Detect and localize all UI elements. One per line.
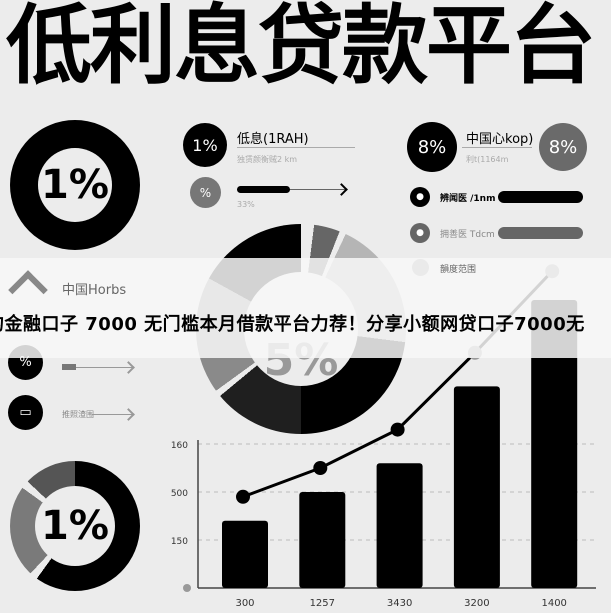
- line-point: [390, 422, 405, 437]
- y-tick-zero-dot: [183, 584, 191, 592]
- donut-chart-bottom-left: 1%: [10, 461, 140, 591]
- banner-text: 的金融口子 7000 无门槛本月借款平台力荐！分享小额网贷口子7000无: [0, 314, 585, 335]
- x-tick-label: 1257: [310, 598, 335, 609]
- row-icon: ●: [410, 187, 430, 207]
- row-bar: [498, 191, 583, 203]
- x-tick-label: 1400: [541, 598, 566, 609]
- y-tick-label: 500: [171, 489, 188, 499]
- row-label: 拥善医 Tdcm: [440, 230, 495, 240]
- bar: [531, 300, 578, 588]
- row-label: 韻度范围: [440, 265, 477, 275]
- donut-label: 1%: [35, 486, 115, 566]
- bar: [376, 463, 423, 588]
- rate-badge: 1%: [183, 123, 227, 167]
- bar: [299, 492, 346, 588]
- headline-banner: 的金融口子 7000 无门槛本月借款平台力荐！分享小额网贷口子7000无: [0, 258, 611, 358]
- rate-badge-b: 8%: [407, 122, 457, 172]
- line-point: [313, 461, 328, 475]
- progress-fill: [237, 186, 290, 193]
- x-tick-label: 3200: [464, 598, 489, 609]
- panel-b-heading: 中国心kop): [466, 132, 534, 147]
- donut-chart-top-left: 1%: [10, 120, 140, 250]
- row-icon: ●: [410, 223, 430, 243]
- arrow-line: [76, 367, 134, 368]
- divider: [462, 147, 532, 148]
- donut-label: 1%: [38, 148, 112, 222]
- y-tick-label: 150: [171, 537, 188, 547]
- page-title: 低利息贷款平台: [6, 0, 596, 96]
- rate-badge-gray: 8%: [539, 123, 587, 171]
- line-point: [236, 489, 250, 504]
- y-tick-label: 160: [171, 441, 188, 451]
- progress-label: 33%: [237, 200, 255, 209]
- panel-b-subtext: 利t(1164m: [466, 155, 509, 164]
- bar: [453, 386, 500, 588]
- percent-badge: %: [190, 177, 221, 208]
- panel-a-heading: 低息(1RAH): [237, 132, 309, 147]
- bar: [222, 520, 268, 588]
- panel-c-heading: 中国Horbs: [62, 283, 127, 298]
- row-label: 辨闻医 /1nm: [440, 194, 496, 204]
- row-label: 推照渣围: [62, 410, 94, 419]
- row-bar: [498, 227, 583, 239]
- progress-track: [237, 189, 345, 190]
- x-tick-label: 300: [235, 598, 254, 609]
- divider: [237, 147, 355, 148]
- arrow-line: [92, 414, 134, 415]
- monitor-icon: ▭: [8, 395, 43, 430]
- small-bar: [62, 364, 76, 370]
- panel-a-subtext: 独赁颜衡贼2 km: [237, 155, 298, 164]
- x-tick-label: 3430: [387, 598, 412, 609]
